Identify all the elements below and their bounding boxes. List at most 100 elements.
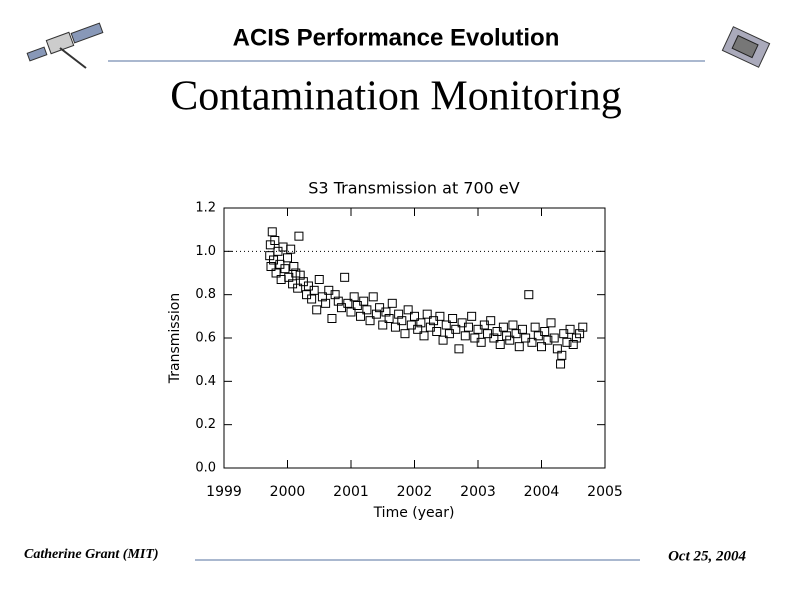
y-tick-label: 0.6	[195, 331, 216, 346]
point	[267, 227, 277, 237]
point	[309, 285, 319, 295]
y-tick-label: 0.0	[195, 461, 216, 476]
y-tick-label: 1.2	[195, 201, 216, 216]
point	[365, 316, 375, 326]
point	[454, 344, 464, 354]
point	[517, 324, 527, 334]
point	[330, 290, 340, 300]
point	[378, 320, 388, 330]
point	[508, 320, 518, 330]
point	[270, 236, 280, 245]
x-tick-label: 2002	[397, 484, 433, 500]
point	[546, 318, 556, 328]
point	[349, 292, 359, 302]
point	[416, 318, 426, 328]
point	[286, 244, 296, 254]
point	[575, 329, 585, 339]
point	[400, 329, 410, 339]
point	[371, 309, 381, 319]
point	[343, 298, 353, 308]
point	[498, 322, 508, 332]
point	[293, 283, 303, 293]
y-tick-label: 0.2	[195, 417, 216, 432]
header-title: ACIS Performance Evolution	[233, 24, 560, 51]
point	[359, 296, 369, 306]
point	[314, 275, 324, 284]
point	[530, 322, 540, 332]
point	[413, 324, 423, 334]
plot: 1999 2000 2001 2002 2003 2004 2005 0.0 0.2 0.4 0.6…	[195, 201, 623, 501]
point	[294, 231, 304, 241]
x-tick-label: 2000	[270, 484, 306, 500]
point	[467, 311, 477, 321]
point	[394, 309, 404, 319]
point	[448, 314, 458, 323]
point	[549, 333, 559, 343]
point	[562, 337, 572, 347]
footer-date: Oct 25, 2004	[668, 548, 746, 564]
point	[289, 262, 299, 271]
point	[362, 305, 372, 315]
x-tick-label: 2003	[460, 484, 496, 500]
chart-title: S3 Transmission at 700 eV	[308, 179, 520, 198]
point	[505, 335, 515, 345]
point	[283, 253, 292, 263]
y-axis-label: Transmission	[167, 293, 183, 384]
point	[266, 262, 276, 271]
point	[317, 292, 327, 302]
point	[410, 311, 419, 321]
point	[476, 337, 486, 347]
y-tick-label: 1.0	[195, 244, 216, 259]
x-tick-label: 1999	[206, 484, 242, 500]
x-axis-label: Time (year)	[373, 505, 455, 521]
footer-author: Catherine Grant (MIT)	[24, 547, 159, 562]
point	[557, 350, 567, 360]
point	[419, 331, 429, 341]
y-tick-label: 0.4	[195, 374, 216, 389]
point	[524, 290, 534, 300]
point	[489, 333, 499, 343]
point	[384, 314, 394, 323]
point	[527, 337, 537, 347]
point	[295, 270, 305, 280]
point	[387, 298, 397, 308]
point	[438, 335, 448, 345]
x-tick-label: 2001	[333, 484, 369, 500]
point	[543, 335, 553, 345]
point	[312, 305, 322, 315]
point	[381, 307, 391, 317]
point	[486, 316, 496, 326]
satellite-icon-left	[26, 22, 104, 69]
point	[441, 320, 451, 330]
point	[356, 311, 366, 321]
point	[451, 324, 461, 334]
point	[460, 331, 470, 341]
point	[280, 264, 290, 274]
point	[540, 327, 550, 336]
point	[397, 316, 407, 326]
point	[435, 311, 445, 321]
point	[495, 340, 505, 349]
point	[422, 309, 432, 319]
point	[333, 296, 343, 306]
point	[321, 298, 331, 308]
point	[346, 307, 356, 317]
point	[463, 322, 473, 332]
point	[432, 327, 442, 336]
y-tick-label: 0.8	[195, 287, 216, 302]
point	[368, 292, 378, 302]
point	[307, 294, 317, 304]
point	[578, 322, 588, 332]
point	[340, 272, 350, 282]
point	[556, 359, 566, 369]
point	[271, 268, 281, 278]
point	[568, 340, 578, 349]
point	[514, 342, 524, 352]
satellite-icon-right	[721, 26, 771, 68]
x-tick-label: 2005	[587, 484, 623, 500]
point	[403, 305, 413, 315]
x-tick-label: 2004	[524, 484, 560, 500]
point	[390, 322, 400, 332]
point	[565, 324, 575, 334]
